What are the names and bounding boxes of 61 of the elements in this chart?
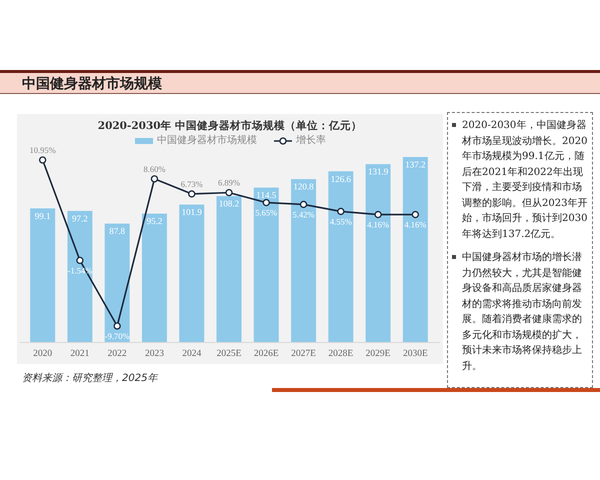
point <box>150 175 158 183</box>
point <box>412 210 420 218</box>
bar <box>328 171 354 342</box>
bar <box>30 208 56 342</box>
bar <box>366 164 391 342</box>
data-label: 4.16% <box>404 220 426 230</box>
legend-label: 中国健身器材市场规模 <box>157 134 257 148</box>
data-label: 114.5 <box>256 190 277 200</box>
chart-title: 中国健身器材市场规模 <box>22 75 163 92</box>
bar <box>104 224 130 342</box>
bar <box>179 204 204 342</box>
x-tick-label: 2028E <box>328 349 354 359</box>
point <box>300 200 308 208</box>
x-tick-label: 2023 <box>144 349 164 359</box>
x-tick-label: 2020 <box>33 349 52 359</box>
data-label: 5.65% <box>255 208 278 218</box>
data-label: 6.73% <box>180 178 203 189</box>
data-label: 120.8 <box>293 182 314 192</box>
x-tick-label: 2025E <box>216 349 242 359</box>
data-label: 99.1 <box>34 210 51 221</box>
bar <box>67 210 92 342</box>
x-tick-label: 2030E <box>402 349 428 359</box>
x-tick-label: 2026E <box>254 349 279 359</box>
data-label: 108.2 <box>218 198 240 209</box>
bar <box>216 196 242 342</box>
x-tick-label: 2029E <box>366 349 391 359</box>
data-label: 131.9 <box>368 166 389 177</box>
data-label: 5.42% <box>292 209 315 220</box>
data-label: -9.70% <box>104 331 130 341</box>
data-label: 101.9 <box>182 207 202 218</box>
data-label: 95.2 <box>146 216 162 226</box>
data-label: 87.8 <box>109 226 126 236</box>
x-tick-label: 2024 <box>182 349 202 359</box>
point <box>188 190 196 198</box>
x-tick-label: 2021 <box>70 349 90 359</box>
data-label: 97.2 <box>72 213 88 224</box>
bar <box>291 179 316 342</box>
bar <box>142 214 167 342</box>
chart-subtitle: 2020-2030年 中国健身器材市场规模（单位：亿元） <box>98 119 362 132</box>
x-tick-label: 2027E <box>291 349 316 359</box>
text: 资料来源：研究整理，2025年 <box>22 372 158 384</box>
data-label: 137.2 <box>405 160 426 170</box>
bar <box>254 188 279 342</box>
x-tick-label: 2022 <box>108 349 127 359</box>
bar <box>402 157 428 342</box>
data-label: 4.16% <box>367 220 390 230</box>
text: 中国健身器材市场的增长潜力仍然较大，尤其是智能健身设备和高品质居家健身器材的需求将推动市场向前发展。随着消费者健康需求的多元化和市场规模的扩大，预计未来市场将保持稳步上升。 <box>462 250 583 374</box>
point <box>374 210 382 218</box>
point <box>262 198 270 206</box>
legend-label: 增长率 <box>296 134 326 148</box>
point <box>225 188 233 196</box>
data-label: 126.6 <box>330 174 352 184</box>
data-label: 10.95% <box>30 145 56 155</box>
point <box>114 322 121 330</box>
point <box>337 208 344 216</box>
point <box>76 256 84 264</box>
data-label: 4.55% <box>330 216 352 226</box>
text: 2020-2030年，中国健身器材市场呈现波动增长。2020年市场规模为99.1亿元，随后在2021年和2022年出现下滑，主要受到疫情和市场调整的影响。但从2023年开始，市场回升，预计到2030年将达到137.2亿元。 <box>462 118 588 242</box>
data-label: 8.60% <box>143 164 166 174</box>
point <box>38 156 46 164</box>
data-label: 6.89% <box>218 178 240 188</box>
